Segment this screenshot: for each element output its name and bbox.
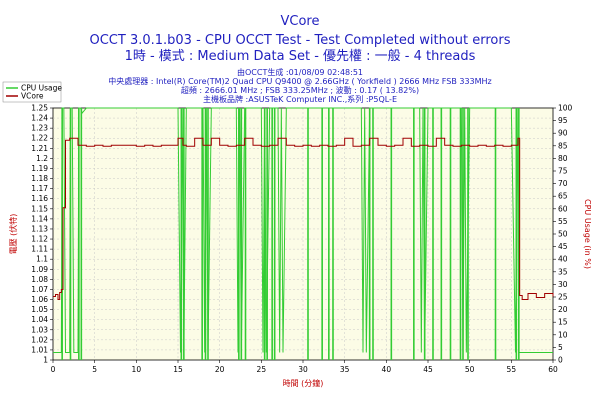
y-right-tick-label: 65 xyxy=(558,192,568,201)
x-axis-label: 時間 (分鐘) xyxy=(283,378,324,388)
y-right-tick-label: 20 xyxy=(558,305,568,314)
y-right-tick-label: 25 xyxy=(558,293,568,302)
y-left-tick-label: 1.23 xyxy=(31,124,48,133)
x-tick-label: 45 xyxy=(423,365,433,374)
x-tick-label: 15 xyxy=(173,365,183,374)
y-left-tick-label: 1.2 xyxy=(36,154,48,163)
info-line-1: 由OCCT生成 :01/08/09 02:48:51 xyxy=(237,67,363,77)
y-left-tick-label: 1.07 xyxy=(31,285,48,294)
y-left-axis-label: 電壓 (伏特) xyxy=(8,214,18,255)
x-tick-label: 35 xyxy=(340,365,350,374)
y-left-tick-label: 1.18 xyxy=(31,174,48,183)
legend-label-vcore: VCore xyxy=(21,92,44,101)
y-left-tick-label: 1.01 xyxy=(31,345,48,354)
y-right-tick-label: 30 xyxy=(558,280,568,289)
legend-box xyxy=(2,81,62,103)
y-right-tick-label: 85 xyxy=(558,141,568,150)
x-tick-label: 10 xyxy=(132,365,142,374)
chart-subtitle-1: OCCT 3.0.1.b03 - CPU OCCT Test - Test Co… xyxy=(89,33,510,48)
y-left-tick-label: 1.05 xyxy=(31,305,48,314)
y-left-tick-label: 1 xyxy=(43,356,48,365)
chart-title: VCore xyxy=(281,14,320,29)
x-tick-label: 40 xyxy=(382,365,392,374)
info-line-3: 超頻 : 2666.01 MHz ; FSB 333.25MHz ; 波動 : … xyxy=(181,85,419,95)
y-left-tick-label: 1.17 xyxy=(31,184,48,193)
y-left-tick-label: 1.08 xyxy=(31,275,48,284)
y-right-tick-label: 80 xyxy=(558,154,568,163)
y-left-tick-label: 1.13 xyxy=(31,224,48,233)
x-axis-ticks: 0 5 10 15 20 25 30 35 40 45 50 55 60 xyxy=(51,360,558,374)
y-left-tick-label: 1.25 xyxy=(31,104,48,113)
y-left-tick-label: 1.09 xyxy=(31,265,48,274)
grid xyxy=(53,108,553,360)
y-left-tick-label: 1.11 xyxy=(31,245,48,254)
y-left-tick-label: 1.06 xyxy=(31,295,48,304)
x-tick-label: 50 xyxy=(465,365,475,374)
y-right-tick-label: 5 xyxy=(558,343,563,352)
y-left-tick-label: 1.04 xyxy=(31,315,48,324)
info-line-4: 主機板品牌 :ASUSTeK Computer INC.,系列 :P5QL-E xyxy=(203,94,397,104)
y-right-tick-label: 90 xyxy=(558,129,568,138)
x-tick-label: 0 xyxy=(51,365,56,374)
x-tick-label: 25 xyxy=(257,365,267,374)
y-right-tick-label: 70 xyxy=(558,179,568,188)
y-left-tick-label: 1.24 xyxy=(31,114,48,123)
x-tick-label: 5 xyxy=(92,365,97,374)
x-tick-label: 30 xyxy=(298,365,308,374)
info-line-2: 中央處理器 : Intel(R) Core(TM)2 Quad CPU Q940… xyxy=(108,76,492,86)
y-right-tick-label: 60 xyxy=(558,204,568,213)
vcore-line xyxy=(53,137,554,301)
cpu-usage-series xyxy=(53,107,553,360)
y-right-tick-label: 50 xyxy=(558,230,568,239)
y-right-tick-label: 35 xyxy=(558,267,568,276)
y-right-tick-label: 10 xyxy=(558,330,568,339)
y-right-tick-label: 55 xyxy=(558,217,568,226)
y-right-tick-label: 40 xyxy=(558,255,568,264)
y-right-axis-ticks: 0 5 10 15 20 25 30 35 40 45 50 55 60 65 70 75 80 85 90 95 10… xyxy=(553,104,573,365)
vcore-series xyxy=(53,137,554,301)
y-left-tick-label: 1.14 xyxy=(31,214,48,223)
y-right-tick-label: 45 xyxy=(558,242,568,251)
y-left-tick-label: 1.02 xyxy=(31,335,48,344)
chart-subtitle-2: 1時 - 模式 : Medium Data Set - 優先權 : 一般 - 4… xyxy=(125,48,476,64)
y-left-tick-label: 1.03 xyxy=(31,325,48,334)
legend: CPU Usage VCore xyxy=(2,81,62,103)
x-tick-label: 60 xyxy=(548,365,558,374)
x-tick-label: 55 xyxy=(507,365,517,374)
y-left-axis-ticks: 11.011.021.031.041.051.061.071.081.091.1… xyxy=(31,104,53,365)
y-right-tick-label: 100 xyxy=(558,104,573,113)
y-left-tick-label: 1.1 xyxy=(36,255,48,264)
y-right-tick-label: 15 xyxy=(558,318,568,327)
y-right-tick-label: 95 xyxy=(558,116,568,125)
y-left-tick-label: 1.22 xyxy=(31,134,48,143)
y-left-tick-label: 1.16 xyxy=(31,194,48,203)
legend-label-cpu-usage: CPU Usage xyxy=(21,84,62,93)
y-left-tick-label: 1.21 xyxy=(31,144,48,153)
y-right-tick-label: 0 xyxy=(558,356,563,365)
x-tick-label: 20 xyxy=(215,365,225,374)
y-left-tick-label: 1.15 xyxy=(31,204,48,213)
y-left-tick-label: 1.19 xyxy=(31,164,48,173)
y-left-tick-label: 1.12 xyxy=(31,235,48,244)
y-right-tick-label: 75 xyxy=(558,167,568,176)
y-right-axis-label: CPU Usage (in %) xyxy=(583,199,592,269)
cpu-usage-line xyxy=(53,107,553,353)
